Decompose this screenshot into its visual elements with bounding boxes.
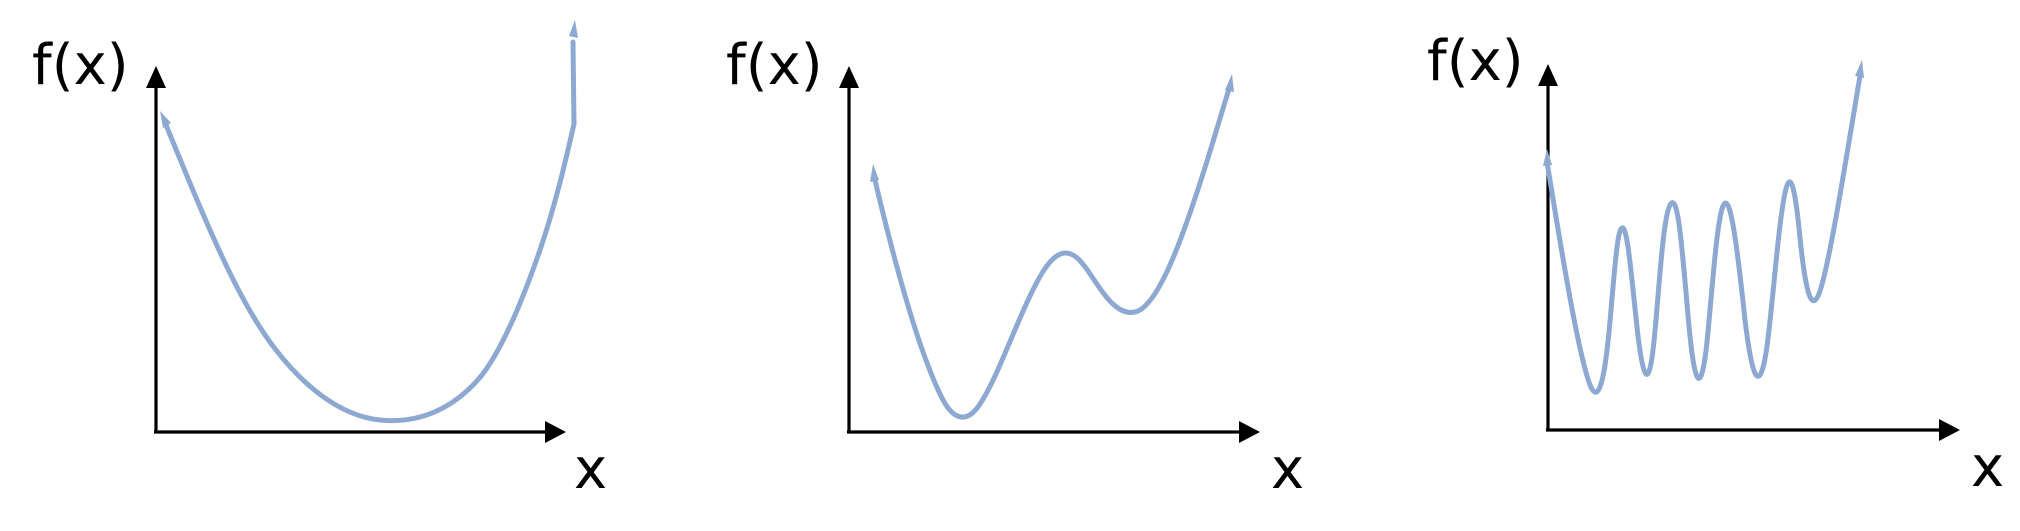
- panel-1-left-curve-arrow-icon: [160, 111, 171, 128]
- panel-3-x-arrow-icon: [1939, 419, 1960, 441]
- panel-1-x-arrow-icon: [545, 421, 566, 443]
- panel-1-right-curve-arrow-icon: [569, 20, 578, 38]
- panel-3-function-curve: [1544, 73, 1863, 395]
- panel-2-right-curve-arrow-icon: [1225, 74, 1234, 92]
- panel-2-x-label: x: [1271, 437, 1304, 502]
- panel-2-y-arrow-icon: [839, 66, 859, 88]
- panel-3-y-label: f(x): [1427, 29, 1524, 94]
- panel-1-y-arrow-icon: [146, 66, 166, 88]
- panel-3-right-curve-arrow-icon: [1855, 60, 1864, 78]
- panel-1-function-curve: [163, 121, 577, 424]
- panel-3-left-curve-arrow-icon: [1543, 149, 1552, 166]
- panel-2-x-arrow-icon: [1239, 421, 1260, 443]
- panel-convex: f(x) x: [32, 20, 607, 502]
- panel-2-y-label: f(x): [726, 33, 823, 98]
- panel-1-x-label: x: [574, 437, 607, 502]
- panel-1-right-curve-tail: [570, 39, 577, 127]
- panel-two-minima: f(x) x: [726, 33, 1304, 502]
- panel-2-function-curve: [871, 83, 1233, 420]
- panel-many-minima: f(x) x: [1427, 29, 2004, 500]
- panel-3-x-label: x: [1971, 435, 2004, 500]
- panel-1-y-label: f(x): [32, 33, 129, 98]
- panel-2-left-curve-arrow-icon: [870, 164, 879, 182]
- panel-3-y-arrow-icon: [1538, 64, 1558, 86]
